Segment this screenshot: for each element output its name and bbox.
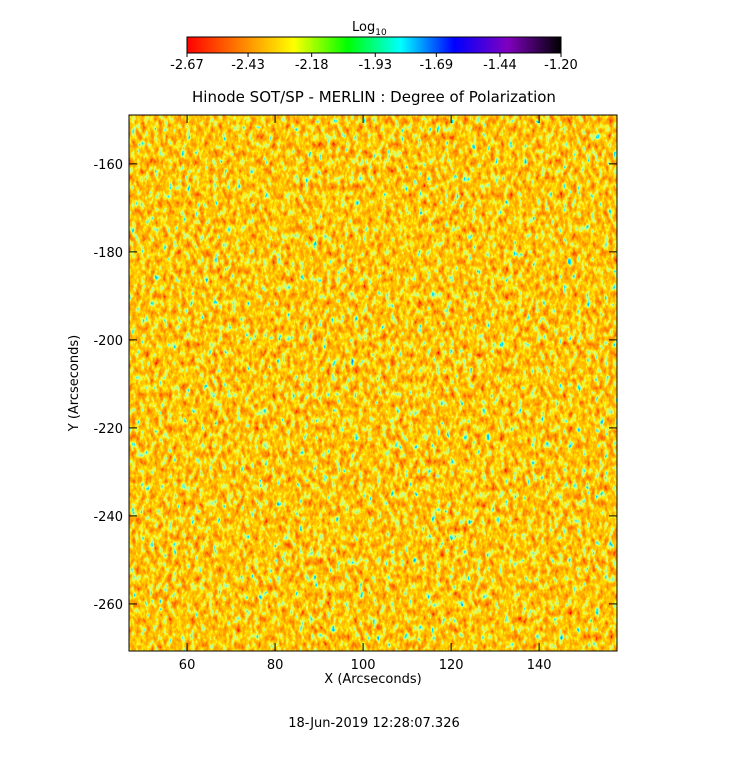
- colorbar-tick-label: -1.69: [420, 58, 454, 73]
- footer-date: 18-Jun-2019 12:28:07.326: [288, 716, 460, 731]
- colorbar-tick-label: -2.18: [295, 58, 329, 73]
- colorbar-tick-label: -1.93: [358, 58, 392, 73]
- x-tick-label: 120: [439, 658, 464, 673]
- colorbar: [186, 36, 562, 54]
- colorbar-label-subscript: 10: [375, 28, 387, 38]
- y-tick-label: -200: [93, 334, 123, 349]
- plot-frame: [128, 114, 618, 652]
- y-tick-label: -220: [93, 422, 123, 437]
- colorbar-tick-label: -1.20: [544, 58, 578, 73]
- colorbar-label-base: Log: [352, 20, 375, 35]
- colorbar-tick-label: -2.43: [231, 58, 265, 73]
- y-tick-label: -240: [93, 510, 123, 525]
- colorbar-tick-label: -2.67: [170, 58, 204, 73]
- heatmap-image: [129, 115, 617, 651]
- x-tick-label: 60: [179, 658, 196, 673]
- y-tick-label: -160: [93, 158, 123, 173]
- y-tick-label: -260: [93, 598, 123, 613]
- chart-title: Hinode SOT/SP - MERLIN : Degree of Polar…: [192, 88, 556, 106]
- colorbar-tick-label: -1.44: [483, 58, 517, 73]
- x-axis-label: X (Arcseconds): [324, 672, 421, 687]
- colorbar-label: Log10: [352, 20, 387, 38]
- x-tick-label: 140: [527, 658, 552, 673]
- x-tick-label: 80: [267, 658, 284, 673]
- y-axis-label: Y (Arcseconds): [67, 335, 82, 432]
- y-tick-label: -180: [93, 246, 123, 261]
- x-tick-label: 100: [351, 658, 376, 673]
